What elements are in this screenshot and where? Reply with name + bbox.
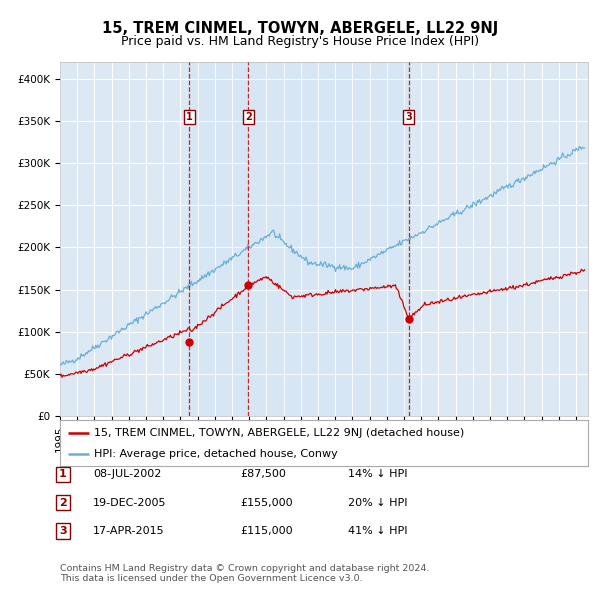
Bar [248,62,409,416]
Text: 15, TREM CINMEL, TOWYN, ABERGELE, LL22 9NJ: 15, TREM CINMEL, TOWYN, ABERGELE, LL22 9… [102,21,498,35]
Text: 15, TREM CINMEL, TOWYN, ABERGELE, LL22 9NJ (detached house): 15, TREM CINMEL, TOWYN, ABERGELE, LL22 9… [94,428,464,438]
Text: 1: 1 [186,112,193,122]
Text: £155,000: £155,000 [240,498,293,507]
Text: 2: 2 [59,498,67,507]
Text: HPI: Average price, detached house, Conwy: HPI: Average price, detached house, Conw… [94,448,338,458]
Text: 3: 3 [59,526,67,536]
Text: 2: 2 [245,112,252,122]
Text: 20% ↓ HPI: 20% ↓ HPI [348,498,407,507]
Text: £87,500: £87,500 [240,470,286,479]
Text: Contains HM Land Registry data © Crown copyright and database right 2024.
This d: Contains HM Land Registry data © Crown c… [60,563,430,583]
Text: 14% ↓ HPI: 14% ↓ HPI [348,470,407,479]
Text: 17-APR-2015: 17-APR-2015 [93,526,164,536]
Text: £115,000: £115,000 [240,526,293,536]
Text: 3: 3 [406,112,412,122]
Text: 41% ↓ HPI: 41% ↓ HPI [348,526,407,536]
Text: Price paid vs. HM Land Registry's House Price Index (HPI): Price paid vs. HM Land Registry's House … [121,35,479,48]
Text: 19-DEC-2005: 19-DEC-2005 [93,498,167,507]
Bar [190,62,248,416]
Text: 1: 1 [59,470,67,479]
Text: 08-JUL-2002: 08-JUL-2002 [93,470,161,479]
